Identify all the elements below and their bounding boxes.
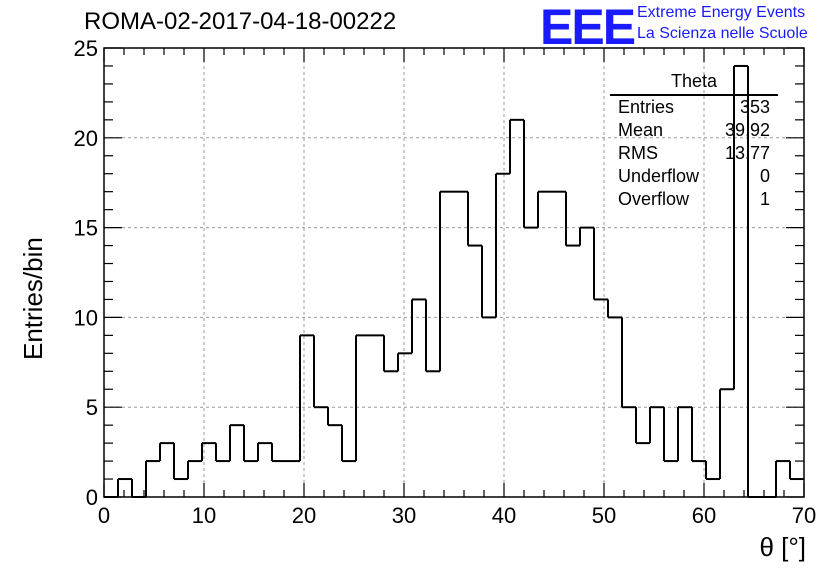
stats-value: 39.92 [724,120,770,140]
stats-title: Theta [610,70,778,96]
grid-lines [104,48,804,497]
x-tick-label: 10 [192,503,216,528]
stats-label: Mean [618,120,664,140]
eee-logo: EEE [540,0,636,55]
stats-row-entries: Entries 353 [610,96,778,119]
stats-row-overflow: Overflow 1 [610,188,778,211]
stats-label: Overflow [618,189,690,209]
y-tick-label: 25 [74,36,98,61]
plot-frame [103,47,805,498]
x-tick-label: 70 [792,503,816,528]
stats-value: 0 [759,166,770,186]
stats-box: Theta Entries 353 Mean 39.92 RMS 13.77 U… [610,70,778,211]
y-tick-label: 5 [86,395,98,420]
x-tick-label: 60 [692,503,716,528]
y-axis-label: Entries/bin [18,237,48,360]
stats-label: Entries [618,97,675,117]
x-tick-label: 30 [392,503,416,528]
stats-value: 13.77 [724,143,770,163]
x-tick-label: 50 [592,503,616,528]
stats-row-rms: RMS 13.77 [610,142,778,165]
chart-title: ROMA-02-2017-04-18-00222 [84,8,397,35]
x-tick-label: 0 [98,503,110,528]
histogram-bars [104,64,804,498]
y-tick-label: 20 [74,126,98,151]
y-tick-label: 10 [74,305,98,330]
stats-value: 1 [759,189,770,209]
logo-line-2: La Scienza nelle Scuole [637,25,808,42]
stats-value: 353 [739,97,770,117]
y-tick-label: 15 [74,216,98,241]
x-tick-label: 40 [492,503,516,528]
axes-frame [103,47,805,498]
stats-label: RMS [618,143,658,163]
stats-row-underflow: Underflow 0 [610,165,778,188]
x-axis-label: θ [°] [759,532,806,562]
y-tick-label: 0 [86,485,98,510]
x-tick-label: 20 [292,503,316,528]
logo-line-1: Extreme Energy Events [637,4,806,21]
stats-label: Underflow [618,166,700,186]
x-axis-ticks: 0 10 20 30 40 50 60 70 [98,48,816,528]
stats-row-mean: Mean 39.92 [610,119,778,142]
